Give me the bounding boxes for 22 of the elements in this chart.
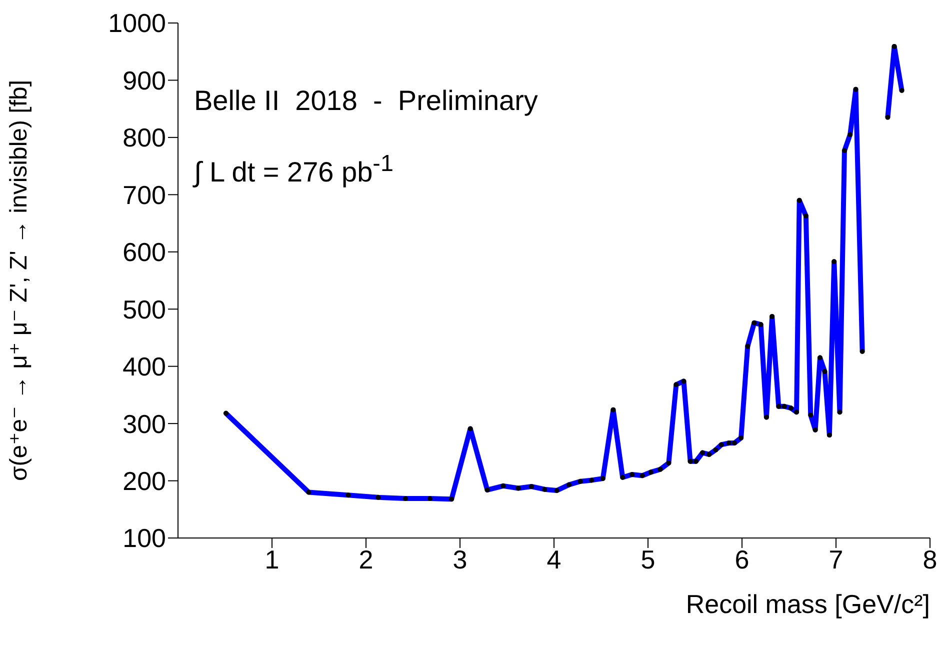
y-tick-label: 300 <box>122 408 166 439</box>
y-tick-label: 600 <box>122 237 166 268</box>
x-tick-label: 8 <box>922 544 938 574</box>
x-tick-label: 2 <box>358 544 374 574</box>
x-tick-label: 7 <box>828 544 844 574</box>
x-tick-label: 1 <box>264 544 280 574</box>
y-tick-label: 800 <box>122 122 166 153</box>
y-tick-label: 900 <box>122 65 166 96</box>
y-axis-title: σ(e⁺e⁻ → μ⁺ μ⁻ Z', Z' → invisible) [fb] <box>6 80 33 482</box>
x-tick-label: 6 <box>734 544 750 574</box>
y-tick-label: 100 <box>122 523 166 554</box>
x-tick-label: 5 <box>640 544 656 574</box>
y-tick-label: 500 <box>122 294 166 324</box>
y-tick-label: 400 <box>122 352 166 382</box>
annotation: ∫ L dt = 276 pb$^{-1}$ <box>194 149 394 190</box>
x-tick-label: 4 <box>546 544 562 574</box>
x-tick-label: 3 <box>452 544 468 574</box>
x-axis-title: Recoil mass [GeV/c²] <box>686 589 930 619</box>
annotation: Belle II 2018 - Preliminary <box>194 84 538 118</box>
y-tick-label: 700 <box>122 180 166 210</box>
y-tick-label: 200 <box>122 466 166 496</box>
y-tick-label: 1000 <box>108 8 166 38</box>
